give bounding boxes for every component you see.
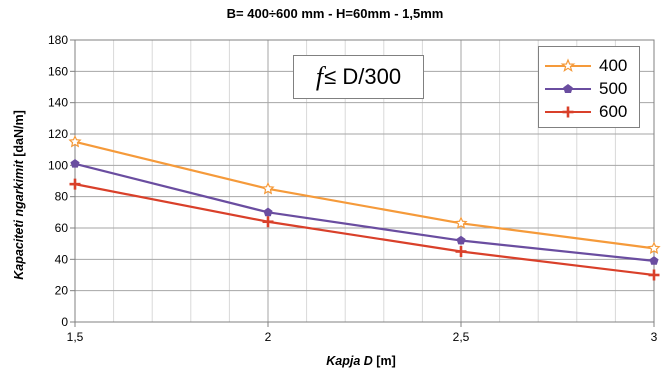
y-tick-label: 120 xyxy=(48,127,68,141)
data-point-400 xyxy=(68,134,82,148)
data-point-600 xyxy=(262,216,274,228)
x-tick-label: 1,5 xyxy=(67,330,84,344)
legend-item-600: 600 xyxy=(539,101,639,123)
data-point-500 xyxy=(263,207,273,217)
annotation-text: ≤ D/300 xyxy=(324,64,402,89)
data-point-400 xyxy=(647,241,661,255)
legend-label-400: 400 xyxy=(599,56,628,75)
legend-marker-400 xyxy=(545,58,591,72)
legend-marker-600 xyxy=(545,106,591,118)
legend-marker-500 xyxy=(545,84,591,93)
x-tick-label: 2,5 xyxy=(453,330,470,344)
y-tick-label: 80 xyxy=(55,190,69,204)
y-axis-label-main: Kapaciteti ngarkimit xyxy=(12,160,26,280)
x-tick-label: 3 xyxy=(651,330,658,344)
series-line-500 xyxy=(74,162,655,262)
x-axis-label-unit: [m] xyxy=(372,354,396,368)
data-point-500 xyxy=(649,256,659,265)
y-tick-label: 20 xyxy=(55,284,69,298)
legend-item-500: 500 xyxy=(539,78,639,100)
data-point-400 xyxy=(454,216,468,229)
x-axis-label-main: Kapja D xyxy=(326,354,373,368)
data-point-600 xyxy=(69,178,81,190)
y-axis-label: Kapaciteti ngarkimit [daN/m] xyxy=(12,110,26,279)
x-tick-label: 2 xyxy=(265,330,272,344)
y-tick-label: 100 xyxy=(48,158,68,172)
y-tick-label: 60 xyxy=(55,221,69,235)
y-axis-label-wrap: Kapaciteti ngarkimit [daN/m] xyxy=(4,60,34,330)
legend-label-500: 500 xyxy=(599,79,628,98)
data-point-500 xyxy=(456,235,466,245)
data-point-500 xyxy=(70,158,80,168)
deflection-annotation: f ≤ D/300 xyxy=(293,55,424,99)
y-axis-label-unit: [daN/m] xyxy=(12,110,26,161)
data-point-600 xyxy=(455,246,467,257)
legend-label-600: 600 xyxy=(599,102,628,121)
annotation-f-symbol: f xyxy=(315,62,324,91)
data-point-400 xyxy=(261,181,275,195)
y-tick-label: 140 xyxy=(48,96,68,110)
y-tick-label: 160 xyxy=(48,64,68,78)
data-point-600 xyxy=(648,269,660,281)
legend-item-400: 400 xyxy=(539,55,639,77)
x-axis-label: Kapja D [m] xyxy=(0,354,670,368)
y-tick-label: 180 xyxy=(48,33,68,47)
y-tick-label: 40 xyxy=(55,252,69,266)
y-tick-label: 0 xyxy=(61,315,68,329)
series-line-400 xyxy=(74,140,655,250)
chart-legend: 400 500 600 xyxy=(538,46,640,128)
chart-title: B= 400÷600 mm - H=60mm - 1,5mm xyxy=(226,6,444,21)
series-line-600 xyxy=(74,183,655,277)
